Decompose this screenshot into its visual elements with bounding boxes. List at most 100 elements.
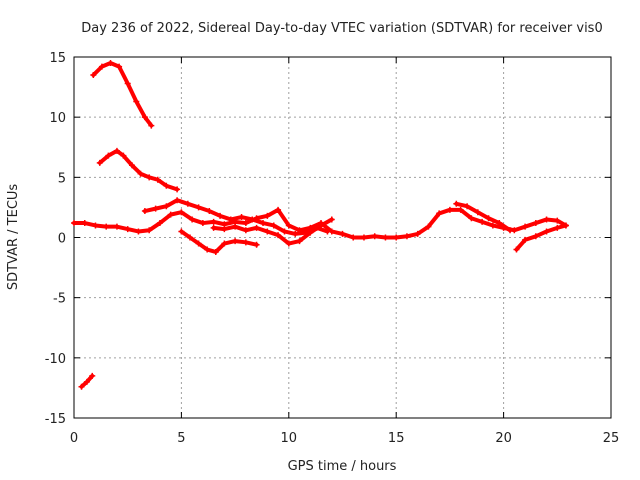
data-point <box>156 220 163 227</box>
y-tick-label: -10 <box>45 352 66 367</box>
data-point <box>174 197 181 204</box>
y-tick-label: -15 <box>45 412 66 427</box>
data-point <box>457 206 464 213</box>
data-point <box>206 208 213 215</box>
y-tick-label: 15 <box>49 51 66 66</box>
y-tick-label: 0 <box>58 232 66 247</box>
series-line <box>454 201 513 233</box>
data-point <box>174 186 181 193</box>
chart-title: Day 236 of 2022, Sidereal Day-to-day VTE… <box>81 21 602 36</box>
data-point <box>489 222 496 229</box>
y-axis-label: SDTVAR / TECUs <box>6 184 21 291</box>
data-point <box>221 226 228 233</box>
data-point <box>253 224 260 231</box>
data-point <box>227 216 234 223</box>
data-point <box>324 228 331 235</box>
data-point <box>436 210 443 217</box>
data-point <box>152 205 159 212</box>
data-point <box>285 240 292 247</box>
data-point <box>554 224 561 231</box>
data-point <box>105 152 112 159</box>
data-point <box>507 227 514 234</box>
data-point <box>146 227 153 234</box>
data-point <box>163 182 170 189</box>
data-point <box>339 230 346 237</box>
data-point <box>124 226 131 233</box>
data-point <box>124 80 131 87</box>
data-point <box>83 378 90 385</box>
data-point <box>522 236 529 243</box>
data-point <box>307 229 314 236</box>
series-arc-6 <box>210 216 335 247</box>
data-point <box>382 234 389 241</box>
data-point <box>120 152 127 159</box>
data-point <box>264 212 271 219</box>
data-point <box>189 216 196 223</box>
series-line <box>91 61 154 128</box>
x-tick-label: 10 <box>281 431 298 446</box>
data-point <box>133 98 140 105</box>
data-point <box>275 206 282 213</box>
data-point <box>135 228 142 235</box>
data-point <box>232 223 239 230</box>
data-point <box>414 230 421 237</box>
data-point <box>296 238 303 245</box>
series-arc-4 <box>141 197 331 237</box>
data-point <box>103 223 110 230</box>
data-point <box>292 230 299 237</box>
x-tick-label: 25 <box>603 431 620 446</box>
data-point <box>350 234 357 241</box>
data-point <box>532 220 539 227</box>
data-point <box>148 122 155 129</box>
data-point <box>446 206 453 213</box>
data-point <box>184 200 191 207</box>
x-tick-label: 20 <box>495 431 512 446</box>
data-point <box>113 223 120 230</box>
data-point <box>212 248 219 255</box>
x-axis-label: GPS time / hours <box>288 459 397 474</box>
data-point <box>71 220 77 227</box>
data-point <box>249 216 256 223</box>
data-point <box>146 174 153 181</box>
data-point <box>195 204 202 211</box>
data-point <box>163 203 170 210</box>
data-point <box>195 240 202 247</box>
data-point <box>260 220 267 227</box>
series-arc-8 <box>513 222 569 253</box>
data-point <box>199 220 206 227</box>
y-tick-label: -5 <box>53 292 66 307</box>
axis-ticks: 0 5 10 15 20 25 -15 -10 -5 0 5 10 15 <box>45 51 620 446</box>
data-point <box>453 200 460 207</box>
data-point <box>285 222 292 229</box>
data-point <box>468 215 475 222</box>
data-point <box>141 208 148 215</box>
data-point <box>543 228 550 235</box>
data-point <box>496 220 503 227</box>
data-point <box>221 240 228 247</box>
data-point <box>178 209 185 216</box>
data-point <box>137 170 144 177</box>
data-point <box>128 162 135 169</box>
data-point <box>328 216 335 223</box>
data-point <box>107 60 114 67</box>
data-point <box>371 233 378 240</box>
data-point <box>167 211 174 218</box>
data-point <box>554 217 561 224</box>
x-tick-label: 5 <box>177 431 185 446</box>
data-series <box>71 60 569 390</box>
data-point <box>403 233 410 240</box>
data-point <box>96 159 103 166</box>
data-point <box>141 114 148 121</box>
series-arc-1 <box>90 60 155 129</box>
data-point <box>264 228 271 235</box>
data-point <box>532 233 539 240</box>
data-point <box>562 222 569 229</box>
series-arc-9 <box>78 372 96 390</box>
data-point <box>318 222 325 229</box>
data-point <box>204 246 211 253</box>
data-point <box>238 214 245 221</box>
y-tick-label: 5 <box>58 171 66 186</box>
data-point <box>270 222 277 229</box>
data-point <box>522 223 529 230</box>
